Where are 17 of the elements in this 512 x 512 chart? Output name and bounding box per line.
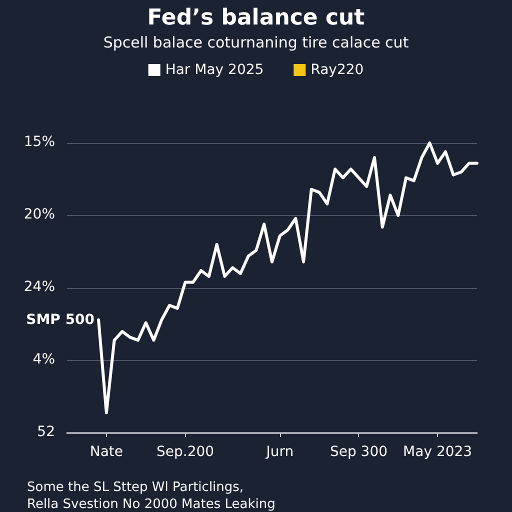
text: 52 (37, 424, 55, 440)
text: 4% (32, 352, 55, 368)
text: 15% (24, 134, 55, 150)
text: Rella Svestion No 2000 Mates Leaking (27, 497, 276, 512)
chart-title: Fed’s balance cut (147, 6, 366, 30)
legend-label: Ray220 (310, 62, 364, 78)
legend-label: Har May 2025 (165, 62, 264, 78)
x-tick-label: Sep.200 (156, 444, 214, 460)
text: 20% (24, 206, 55, 222)
x-tick-label: Nate (90, 444, 123, 460)
text: Some the SL Sttep Wl Particlings, (27, 480, 244, 495)
annotation: SMP 500 (26, 312, 95, 328)
chart-subtitle: Spcell balace coturnaning tire calace cut (103, 34, 409, 52)
x-tick-label: Jurn (265, 444, 294, 460)
text: 24% (24, 279, 55, 295)
x-tick-label: Sep 300 (330, 444, 388, 460)
x-tick-label: May 2023 (403, 444, 472, 460)
